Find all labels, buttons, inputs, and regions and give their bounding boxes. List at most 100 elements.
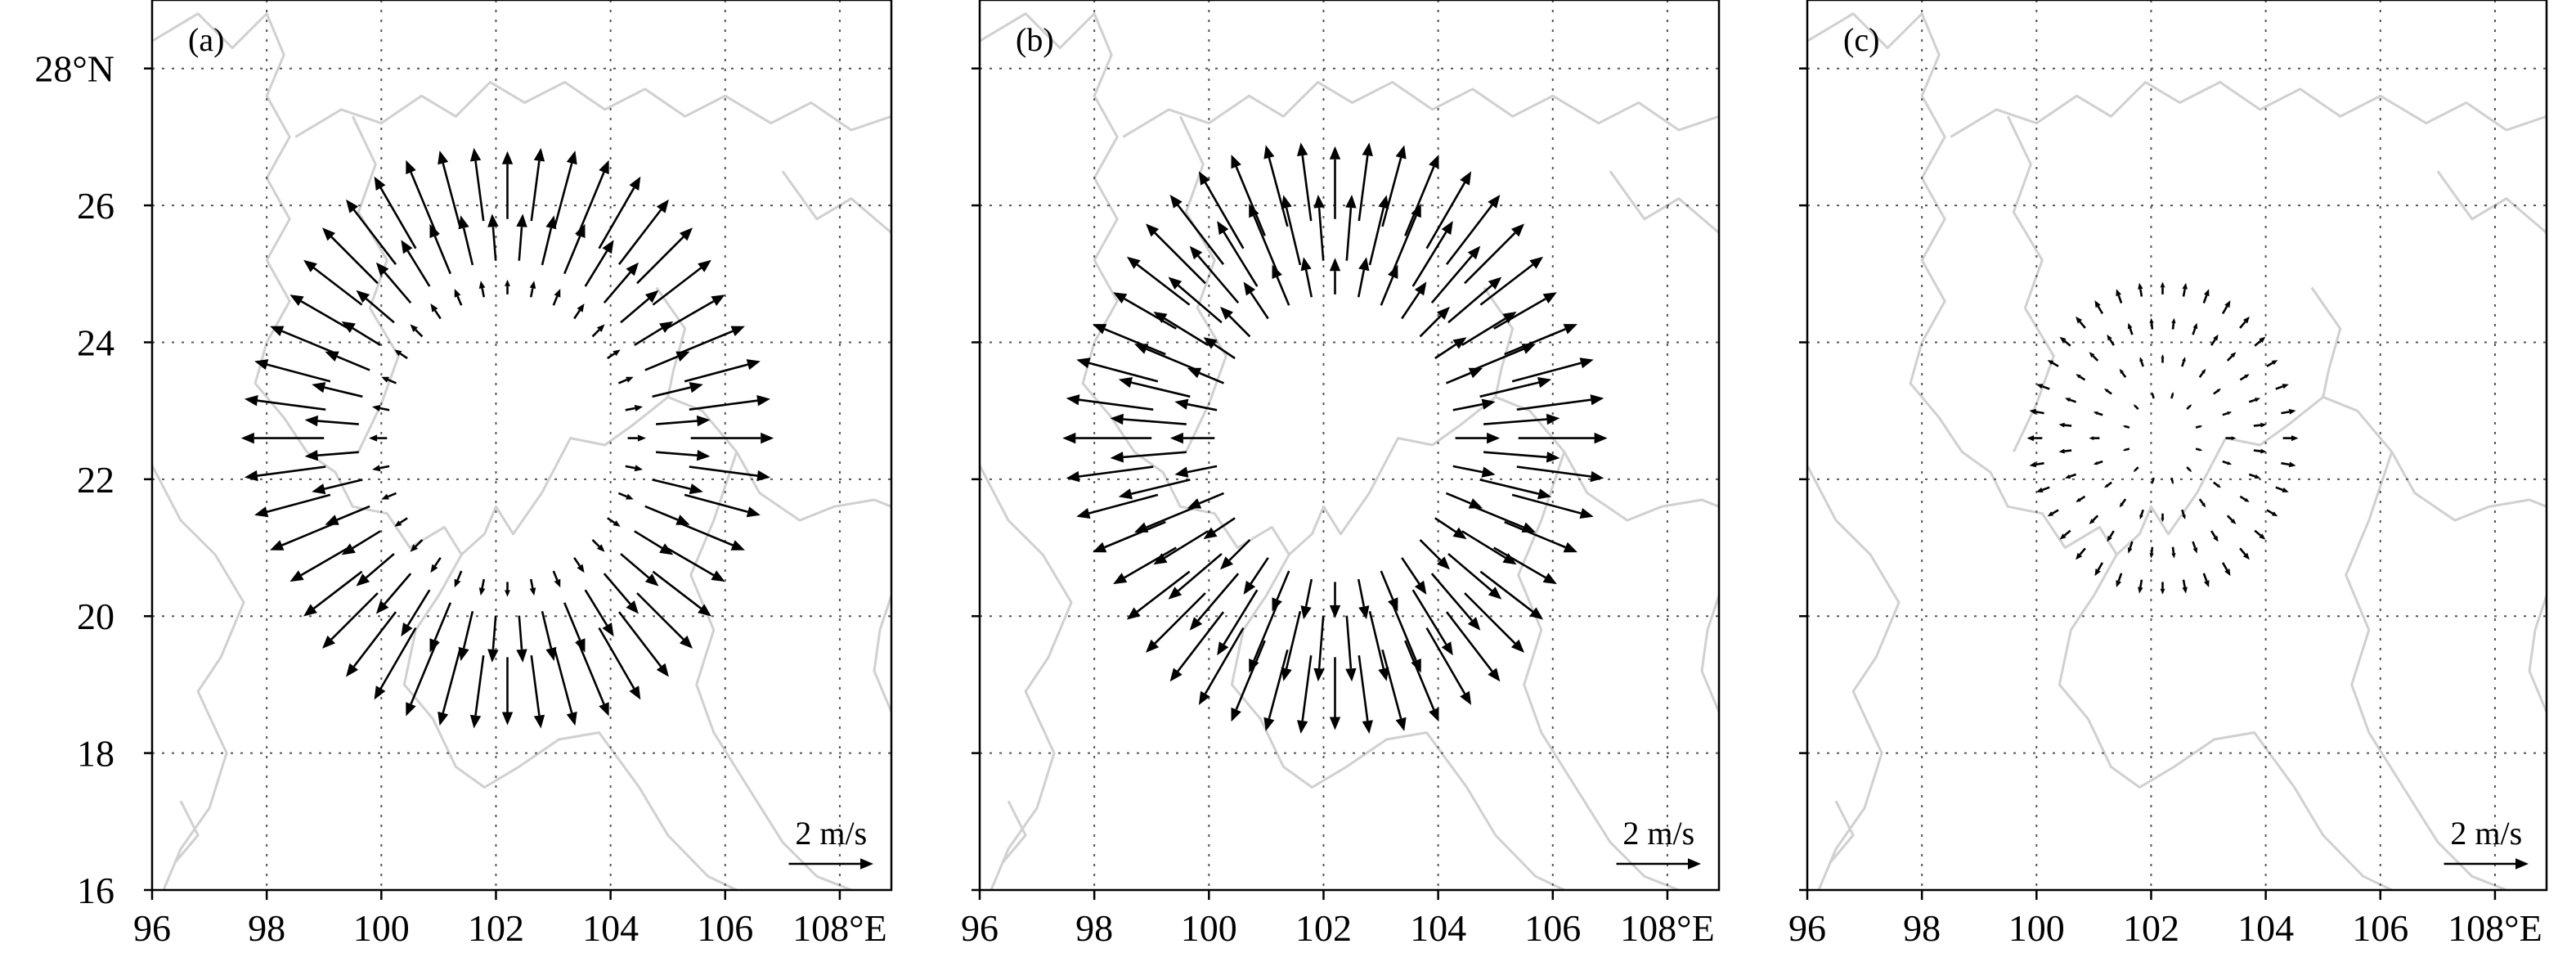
wind-vector: [1153, 530, 1209, 565]
wind-vector: [2133, 466, 2139, 473]
wind-vector: [607, 349, 621, 360]
wind-vector: [1504, 520, 1577, 553]
wind-vector: [1169, 432, 1215, 444]
wind-vector: [2076, 316, 2086, 329]
wind-vector: [2170, 392, 2174, 399]
wind-vector: [2182, 579, 2188, 594]
wind-vector: [372, 405, 390, 411]
panel-label: (a): [188, 21, 224, 58]
wind-vector: [1430, 573, 1481, 631]
wind-vector: [2107, 530, 2115, 542]
wind-vector: [2122, 447, 2130, 452]
wind-vector: [2171, 546, 2176, 559]
wind-vector: [401, 589, 431, 637]
wind-vector: [1113, 292, 1177, 330]
wind-vector: [458, 610, 474, 662]
x-tick-label: 102: [1295, 907, 1352, 949]
wind-vector: [304, 450, 359, 461]
wind-vector: [1447, 276, 1502, 324]
wind-vector: [1504, 324, 1577, 356]
coastline: [152, 465, 245, 890]
wind-vector: [2093, 411, 2103, 416]
wind-vector: [401, 240, 431, 287]
wind-vector: [666, 546, 725, 582]
wind-vector: [325, 505, 370, 525]
coastline: [460, 395, 891, 556]
wind-vector: [516, 615, 527, 663]
wind-vector: [2161, 513, 2165, 523]
wind-vector: [2253, 422, 2267, 428]
wind-vector: [676, 326, 745, 356]
wind-vector: [1411, 221, 1453, 287]
wind-vector: [625, 405, 643, 411]
plot-frame: [978, 0, 1721, 892]
wind-vector: [2047, 360, 2059, 367]
coastline: [2116, 395, 2547, 556]
coastline-layer: [1807, 12, 2547, 890]
y-tick-label: 22: [77, 459, 114, 501]
y-tick-label: 16: [77, 870, 114, 911]
wind-vector: [2139, 509, 2144, 519]
wind-vector: [2192, 541, 2198, 554]
coastline: [294, 80, 891, 138]
wind-vector: [1110, 451, 1187, 463]
wind-vector: [375, 573, 412, 614]
wind-vector: [1263, 145, 1289, 227]
wind-vector: [2195, 425, 2203, 429]
coastline: [2528, 595, 2547, 713]
wind-vector: [1300, 578, 1313, 620]
wind-vector: [406, 640, 438, 717]
wind-vector: [254, 359, 331, 383]
wind-vector: [620, 290, 659, 324]
wind-vector: [1174, 465, 1218, 478]
y-tick-label: 20: [77, 596, 114, 637]
wind-vector: [2059, 336, 2071, 347]
wind-vector: [2170, 477, 2174, 485]
plot-frame: [1806, 0, 2548, 892]
wind-vector: [1461, 312, 1517, 347]
wind-vector: [1076, 493, 1159, 519]
wind-vector: [2149, 317, 2154, 330]
wind-vector: [1110, 413, 1187, 425]
wind-vector: [1464, 592, 1524, 653]
wind-vector: [270, 520, 339, 551]
wind-vector: [1357, 257, 1370, 298]
coastline: [980, 465, 1073, 890]
wind-vector: [2059, 529, 2071, 540]
wind-vector: [577, 640, 609, 717]
wind-vector: [2036, 384, 2050, 390]
wind-vector: [1358, 655, 1373, 734]
wind-vector: [487, 214, 499, 261]
coastline: [781, 170, 891, 234]
wind-vector: [1113, 546, 1177, 585]
x-tick-label: 96: [133, 907, 171, 949]
wind-vector: [1249, 203, 1280, 275]
wind-vector: [430, 303, 442, 320]
wind-vector: [2076, 374, 2086, 381]
wind-vector: [1217, 589, 1259, 656]
panel-label: (c): [1843, 21, 1879, 58]
wind-vector: [2094, 562, 2104, 577]
wind-vector: [501, 151, 514, 219]
wind-vector: [1479, 377, 1552, 398]
x-tick-label: 96: [1788, 907, 1826, 949]
x-tick-label: 96: [961, 907, 999, 949]
y-tick-label: 28°N: [34, 48, 114, 90]
wind-vector: [2239, 495, 2250, 502]
wind-vector: [469, 147, 485, 222]
wind-vector: [1300, 257, 1313, 298]
wind-vector: [1231, 155, 1266, 236]
coastline: [1807, 465, 1901, 890]
panel-label: (b): [1016, 21, 1054, 58]
wind-vector: [2107, 334, 2115, 346]
wind-vector: [2222, 460, 2233, 465]
wind-vector: [1518, 432, 1608, 444]
wind-vector: [2122, 425, 2130, 429]
wind-vector: [584, 240, 614, 287]
coastline-layer: [152, 12, 891, 890]
wind-vector: [1203, 517, 1236, 540]
x-tick-label: 104: [2237, 907, 2294, 949]
reference-vector-arrow: [2444, 858, 2529, 870]
wind-vector: [2133, 404, 2139, 411]
x-tick-label: 104: [1410, 907, 1466, 949]
